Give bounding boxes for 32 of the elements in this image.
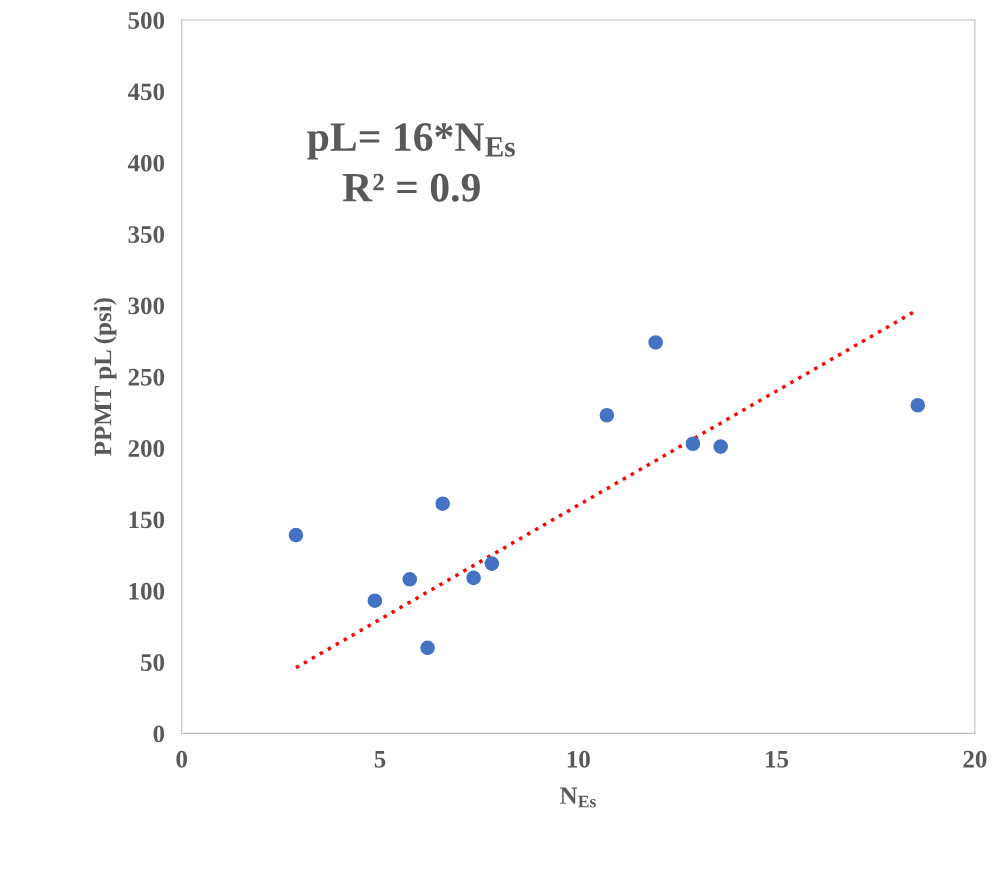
x-tick-label: 10 (567, 750, 590, 768)
y-axis-title: PPMT pL (psi) (93, 298, 117, 456)
y-tick-label: 250 (128, 368, 165, 386)
x-tick-label: 20 (963, 750, 987, 768)
y-tick-label: 350 (128, 226, 165, 243)
x-tick-label: 5 (374, 751, 386, 768)
y-tick-label: 450 (127, 83, 165, 101)
annotation: R² = 0.9 (342, 173, 480, 202)
x-tick-label: 0 (176, 750, 188, 768)
y-tick-label: 0 (153, 725, 165, 743)
point (648, 335, 663, 350)
y-tick-label: 100 (129, 582, 165, 600)
point (420, 640, 435, 656)
y-tick-label: 300 (128, 297, 165, 315)
y-tick-label: 50 (141, 654, 165, 671)
point (402, 572, 418, 587)
point (367, 593, 383, 609)
point (685, 436, 701, 452)
point (713, 439, 728, 454)
x-tick-label: 15 (766, 750, 789, 768)
x-axis-title: N$_{Es}$ (560, 787, 596, 808)
point (910, 397, 926, 413)
point (484, 556, 500, 571)
y-tick-label: 500 (128, 12, 165, 29)
annotation: pL= 16*N$_{Es}$ (307, 123, 515, 160)
point (435, 496, 450, 511)
point (599, 407, 615, 423)
point (288, 527, 304, 543)
y-tick-label: 150 (129, 511, 165, 529)
point (466, 570, 481, 586)
y-tick-label: 200 (128, 440, 165, 457)
y-tick-label: 400 (127, 154, 165, 172)
